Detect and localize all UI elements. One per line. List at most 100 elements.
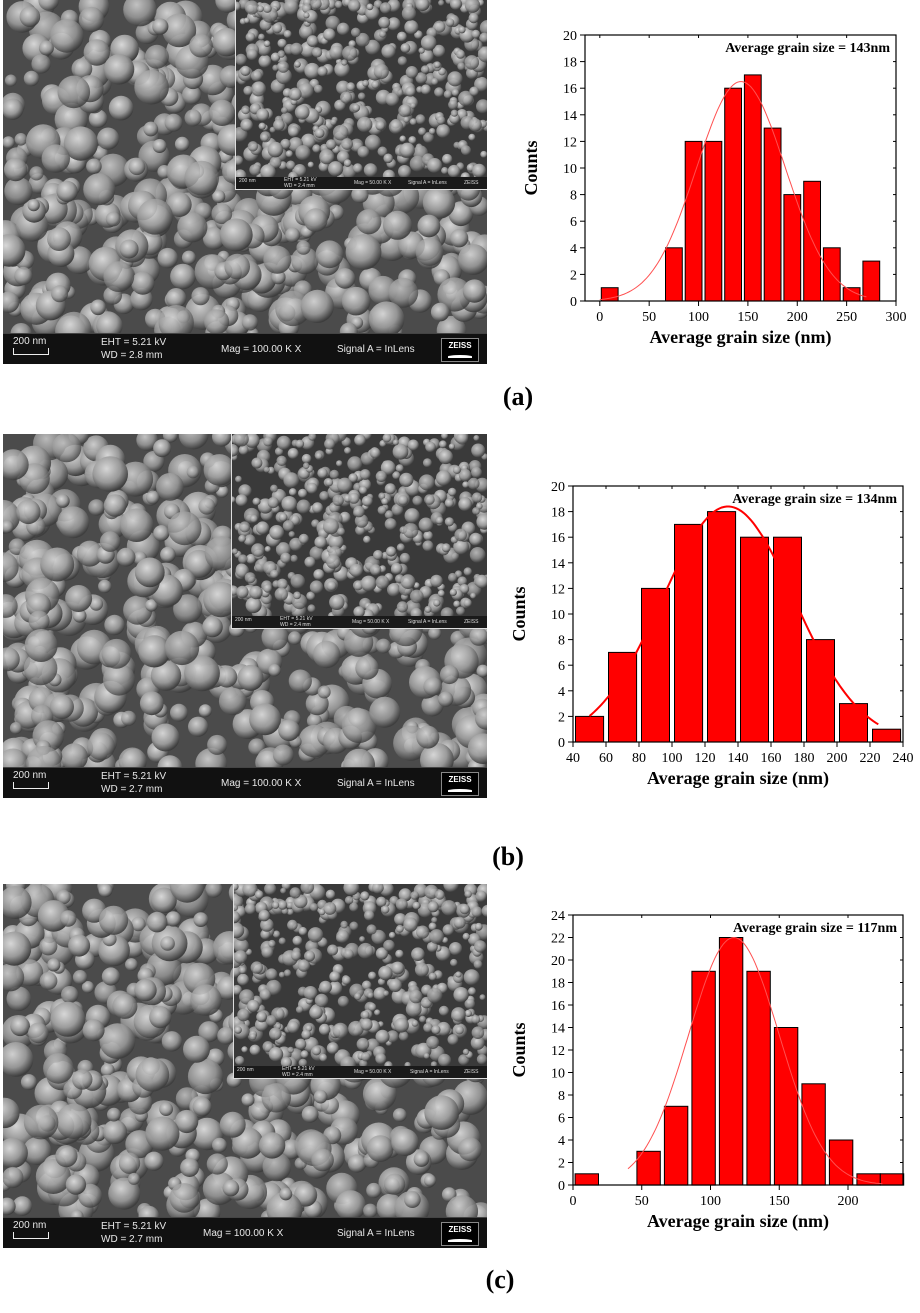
wd-value: WD = 2.8 mm: [101, 350, 163, 361]
x-tick-label: 200: [787, 310, 808, 325]
bar: [574, 1173, 599, 1186]
x-tick-label: 40: [566, 751, 580, 766]
bar: [608, 651, 638, 743]
bar: [663, 1105, 689, 1186]
x-tick-label: 100: [662, 751, 683, 766]
bar: [783, 194, 802, 302]
inset-info-bar: 200 nm EHT = 5.21 kV WD = 2.4 mm Mag = 5…: [236, 177, 487, 189]
bar: [718, 937, 744, 1186]
x-tick-label: 180: [794, 751, 815, 766]
panel-label: (a): [502, 382, 534, 411]
inset-scale-label: 200 nm: [239, 178, 256, 184]
sem-micrograph: 200 nm EHT = 5.21 kV WD = 2.4 mm Mag = 5…: [3, 884, 487, 1248]
signal-value: Signal A = InLens: [337, 344, 415, 355]
inset-logo: ZEISS: [464, 1069, 479, 1075]
scale-bar: [13, 782, 49, 789]
scale-bar: [13, 348, 49, 355]
y-tick-label: 16: [551, 999, 565, 1014]
bar: [575, 715, 605, 743]
wd-value: WD = 2.7 mm: [101, 1234, 163, 1245]
average-annotation: Average grain size = 134nm: [732, 492, 897, 507]
y-tick-label: 2: [558, 710, 565, 725]
bar: [665, 247, 683, 302]
histogram-chart: 0 2 4 6 8 10 12 14 16 18 20 40 60 80 100 120 140 160 180 20…: [509, 480, 914, 789]
sem-info-bar: 200 nm EHT = 5.21 kV WD = 2.7 mm Mag = 1…: [3, 1217, 487, 1248]
inset-mag: Mag = 50.00 K X: [352, 619, 390, 625]
y-tick-label: 20: [551, 954, 565, 969]
fit-curve: [599, 81, 867, 301]
y-tick-label: 10: [551, 608, 565, 623]
sem-inset: 200 nm EHT = 5.21 kV WD = 2.4 mm Mag = 5…: [231, 434, 487, 629]
zeiss-logo: ZEISS: [441, 772, 479, 796]
x-tick-label: 300: [886, 310, 907, 325]
inset-mag: Mag = 50.00 K X: [354, 180, 392, 186]
bars: [600, 74, 881, 302]
x-tick-label: 150: [769, 1194, 790, 1209]
scale-label: 200 nm: [13, 1220, 47, 1231]
y-tick-label: 14: [551, 557, 565, 572]
y-tick-label: 12: [551, 582, 565, 597]
inset-signal: Signal A = InLens: [408, 619, 447, 625]
y-tick-label: 4: [570, 242, 577, 257]
inset-signal: Signal A = InLens: [408, 180, 447, 186]
y-tick-label: 14: [563, 109, 577, 124]
bar: [763, 127, 782, 302]
bar: [773, 1027, 799, 1186]
x-tick-label: 200: [838, 1194, 859, 1209]
x-tick-label: 240: [893, 751, 914, 766]
y-tick-label: 6: [570, 215, 577, 230]
y-tick-label: 16: [563, 82, 577, 97]
y-tick-label: 8: [570, 189, 577, 204]
y-tick-label: 20: [551, 480, 565, 495]
panel-a: 200 nm EHT = 5.21 kV WD = 2.4 mm Mag = 5…: [0, 0, 920, 420]
average-annotation: Average grain size = 117nm: [733, 921, 897, 936]
sem-micrograph: 200 nm EHT = 5.21 kV WD = 2.4 mm Mag = 5…: [3, 434, 487, 798]
inset-wd: WD = 2.4 mm: [284, 183, 315, 189]
y-axis-label: Counts: [509, 1022, 529, 1077]
x-tick-label: 140: [728, 751, 749, 766]
y-tick-label: 6: [558, 1112, 565, 1127]
bar: [872, 728, 902, 743]
inset-texture: [232, 434, 487, 616]
scale-bar: [13, 1232, 49, 1239]
y-tick-label: 12: [563, 135, 577, 150]
x-axis-label: Average grain size (nm): [649, 327, 831, 348]
inset-mag: Mag = 50.00 K X: [354, 1069, 392, 1075]
inset-eht: EHT = 5.21 kV: [280, 616, 313, 622]
eht-value: EHT = 5.21 kV: [101, 1221, 167, 1232]
y-tick-label: 2: [570, 268, 577, 283]
bar: [743, 74, 762, 302]
x-tick-label: 0: [596, 310, 603, 325]
inset-scale-label: 200 nm: [237, 1067, 254, 1073]
inset-logo: ZEISS: [464, 180, 479, 186]
sem-inset: 200 nm EHT = 5.21 kV WD = 2.4 mm Mag = 5…: [235, 0, 487, 190]
x-tick-label: 150: [737, 310, 758, 325]
sem-info-bar: 200 nm EHT = 5.21 kV WD = 2.7 mm Mag = 1…: [3, 767, 487, 798]
y-tick-label: 2: [558, 1157, 565, 1172]
bar: [773, 536, 802, 743]
x-tick-label: 220: [860, 751, 881, 766]
x-tick-label: 100: [688, 310, 709, 325]
y-tick-label: 18: [551, 506, 565, 521]
signal-value: Signal A = InLens: [337, 778, 415, 789]
y-tick-label: 6: [558, 659, 565, 674]
panel-b: 200 nm EHT = 5.21 kV WD = 2.4 mm Mag = 5…: [0, 430, 920, 880]
scale-label: 200 nm: [13, 336, 47, 347]
bar: [704, 140, 723, 302]
particles: [232, 434, 487, 616]
mag-value: Mag = 100.00 K X: [221, 778, 302, 789]
y-tick-label: 10: [551, 1067, 565, 1082]
inset-eht: EHT = 5.21 kV: [284, 177, 317, 183]
y-tick-label: 18: [563, 56, 577, 71]
x-tick-label: 120: [695, 751, 716, 766]
panel-c: 200 nm EHT = 5.21 kV WD = 2.4 mm Mag = 5…: [0, 880, 920, 1313]
bar: [707, 511, 737, 743]
inset-scale-label: 200 nm: [235, 617, 252, 623]
bar: [801, 1083, 826, 1186]
y-axis-label: Counts: [509, 586, 529, 641]
mag-value: Mag = 100.00 K X: [221, 344, 302, 355]
x-tick-label: 80: [632, 751, 646, 766]
mag-value: Mag = 100.00 K X: [203, 1228, 284, 1239]
y-tick-label: 20: [563, 29, 577, 44]
